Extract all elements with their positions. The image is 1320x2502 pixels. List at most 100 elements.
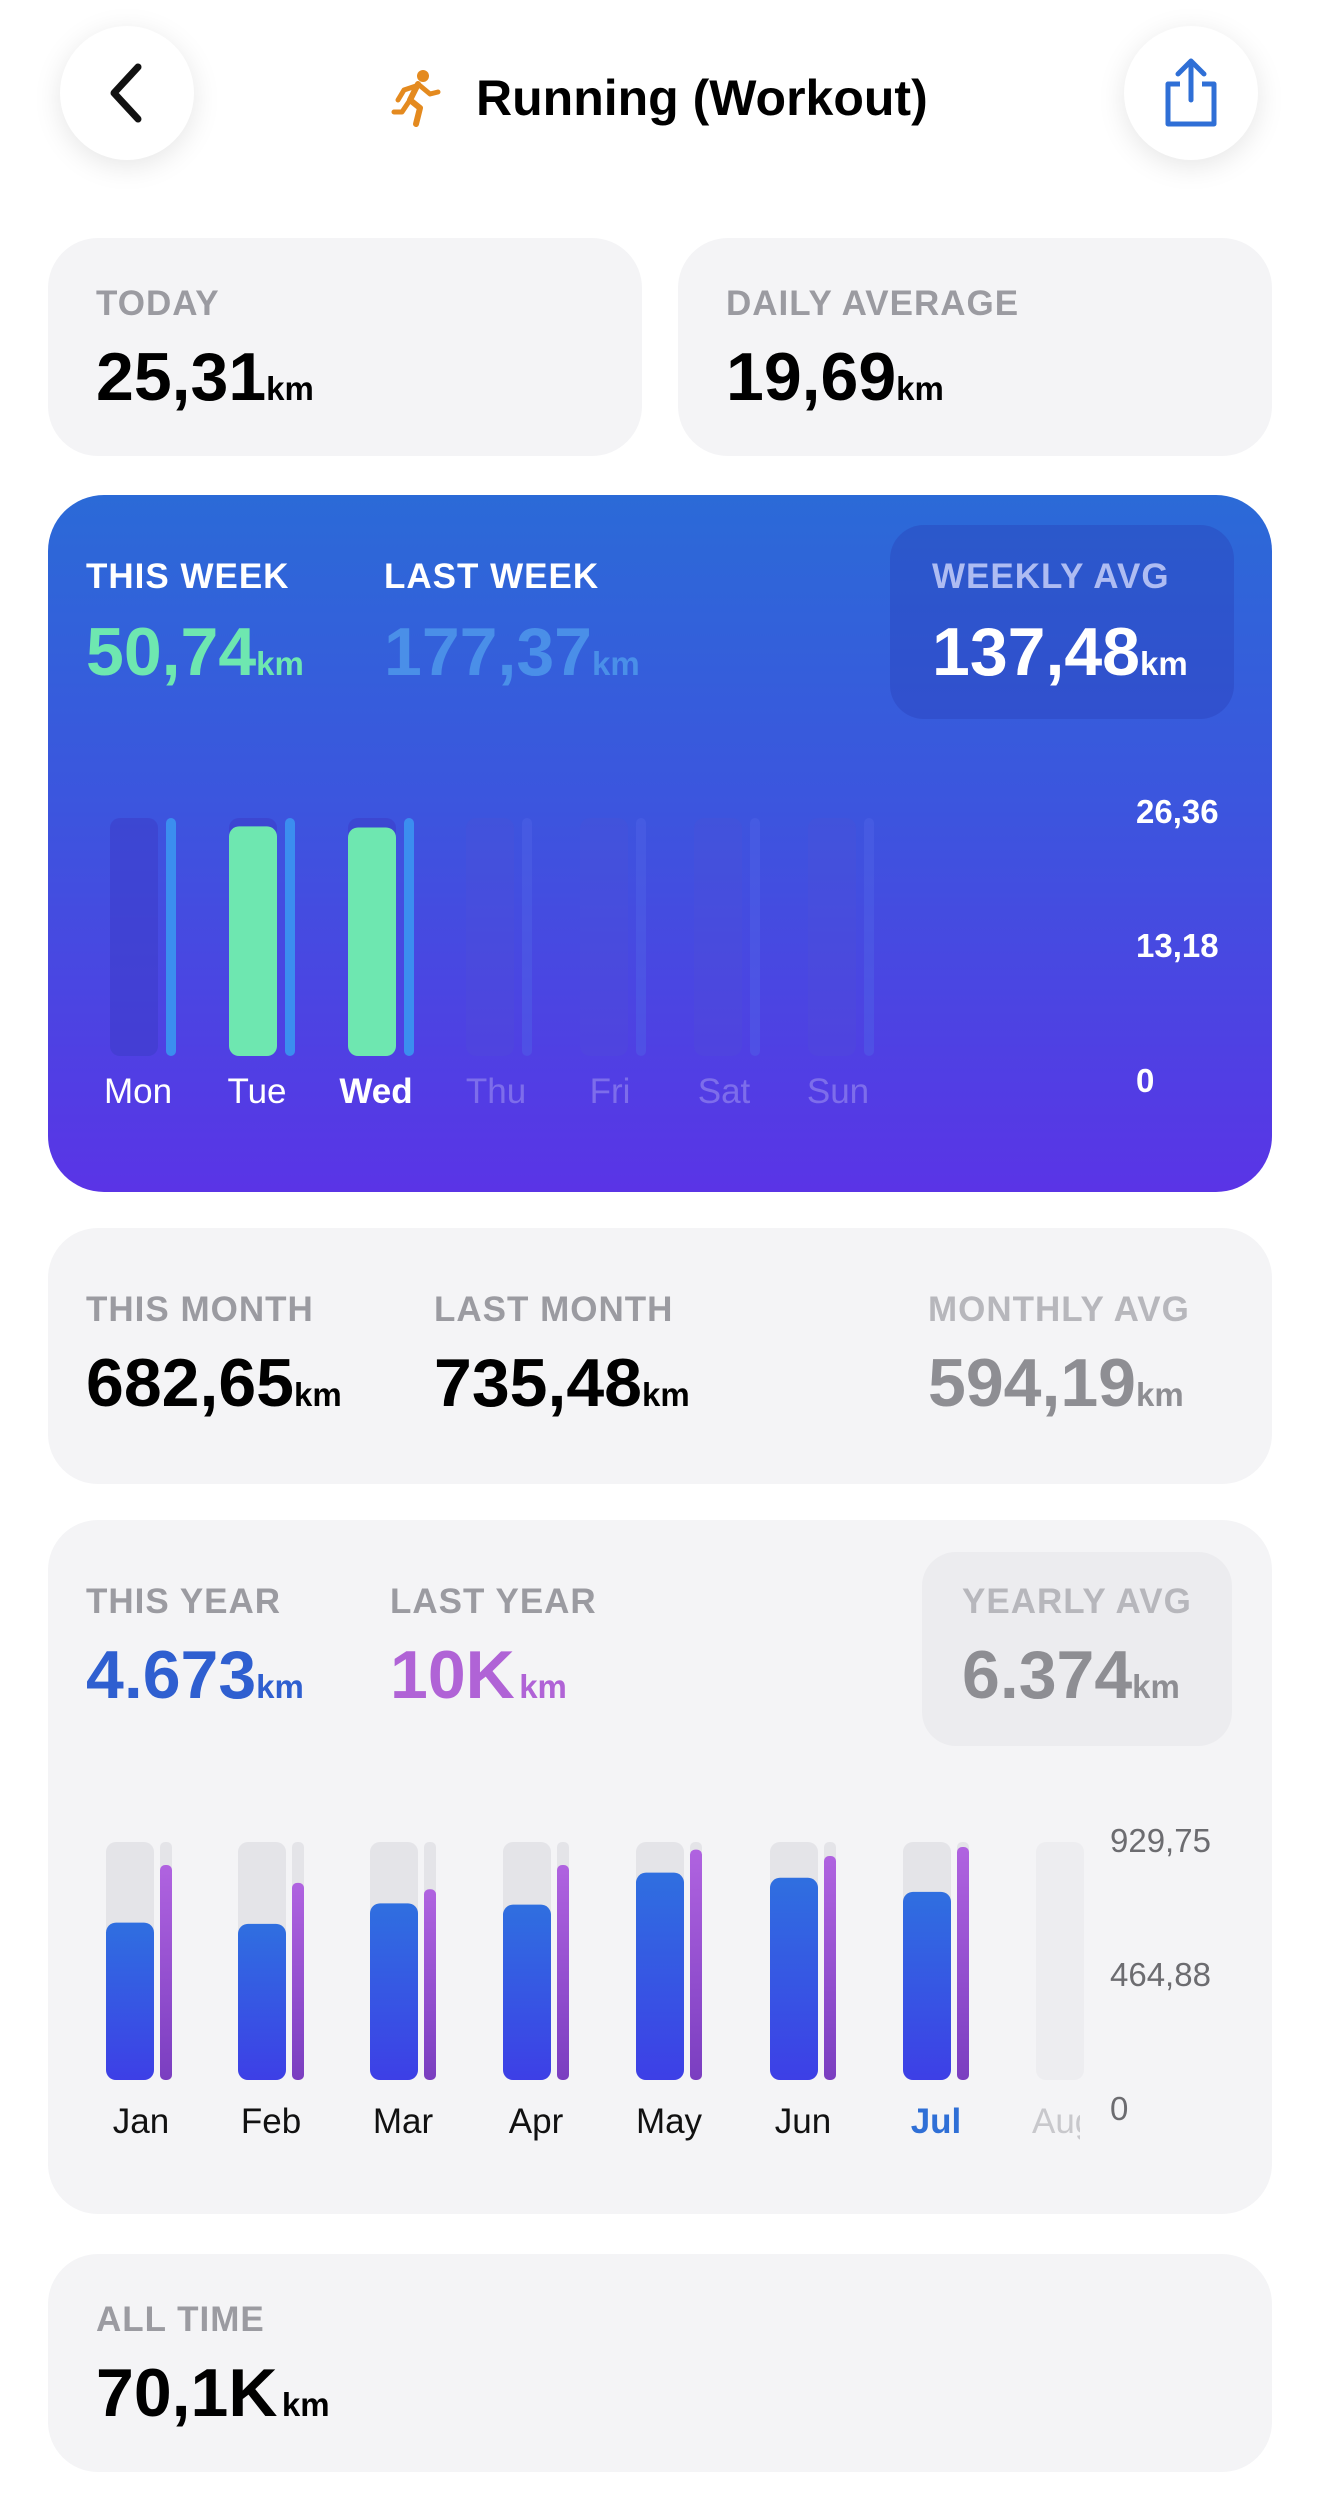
last-year-bar bbox=[160, 1864, 172, 2080]
last-year-bar bbox=[557, 1864, 569, 2080]
this-week-bar bbox=[229, 826, 277, 1056]
day-label-wed[interactable]: Wed bbox=[339, 1072, 413, 1111]
monthly-avg-number: 594,19 bbox=[928, 1345, 1136, 1421]
week-axis-mid: 13,18 bbox=[1136, 927, 1219, 964]
last-month-value: 735,48km bbox=[434, 1344, 690, 1422]
yearly-avg-unit: km bbox=[1132, 1668, 1180, 1705]
this-year-unit: km bbox=[256, 1668, 304, 1705]
daily-average-card: DAILY AVERAGE 19,69km bbox=[678, 238, 1272, 456]
this-week-bar bbox=[348, 827, 396, 1056]
last-week-bar bbox=[166, 818, 176, 1056]
all-time-unit: km bbox=[281, 2386, 330, 2423]
this-year-bar bbox=[503, 1904, 551, 2080]
monthly-avg-label: MONTHLY AVG bbox=[928, 1290, 1190, 1329]
last-year-unit: km bbox=[519, 1668, 567, 1705]
this-month-value: 682,65km bbox=[86, 1344, 342, 1422]
all-time-value: 70,1K km bbox=[96, 2354, 330, 2432]
this-year-label: THIS YEAR bbox=[86, 1582, 282, 1621]
weekly-avg-number: 137,48 bbox=[932, 614, 1140, 690]
last-year-bar bbox=[824, 1856, 836, 2080]
last-week-bar bbox=[404, 818, 414, 1056]
this-week-unit: km bbox=[256, 645, 304, 682]
weekly-avg-box: WEEKLY AVG 137,48km bbox=[890, 525, 1234, 719]
last-month-unit: km bbox=[641, 1376, 690, 1413]
week-card: THIS WEEK 50,74km LAST WEEK 177,37km WEE… bbox=[48, 495, 1272, 1192]
last-week-bar bbox=[522, 818, 532, 1056]
last-week-bar bbox=[285, 818, 295, 1056]
today-label: TODAY bbox=[96, 284, 220, 323]
last-year-value: 10K km bbox=[390, 1636, 567, 1714]
this-year-bar bbox=[636, 1872, 684, 2080]
today-number: 25,31 bbox=[96, 339, 267, 415]
last-year-bar bbox=[690, 1849, 702, 2080]
day-label-sat[interactable]: Sat bbox=[697, 1072, 751, 1111]
last-year-bar bbox=[424, 1889, 436, 2080]
week-bar-track bbox=[110, 818, 158, 1056]
all-time-card: ALL TIME 70,1K km bbox=[48, 2254, 1272, 2472]
week-bar-track bbox=[580, 818, 628, 1056]
month-bar-track bbox=[1036, 1842, 1084, 2080]
last-week-number: 177,37 bbox=[384, 614, 592, 690]
last-week-bar bbox=[636, 818, 646, 1056]
last-month-label: LAST MONTH bbox=[434, 1290, 674, 1329]
daily-average-number: 19,69 bbox=[726, 339, 897, 415]
day-label-mon[interactable]: Mon bbox=[103, 1072, 173, 1111]
week-bar-track bbox=[466, 818, 514, 1056]
this-year-bar bbox=[238, 1923, 286, 2080]
yearly-avg-label: YEARLY AVG bbox=[962, 1582, 1192, 1621]
day-label-sun[interactable]: Sun bbox=[806, 1072, 870, 1111]
daily-average-unit: km bbox=[896, 370, 944, 407]
last-year-label: LAST YEAR bbox=[390, 1582, 597, 1621]
weekly-chart bbox=[110, 818, 874, 1056]
this-week-number: 50,74 bbox=[86, 614, 257, 690]
last-week-bar bbox=[750, 818, 760, 1056]
month-label-apr[interactable]: Apr bbox=[508, 2102, 564, 2141]
week-axis-max: 26,36 bbox=[1136, 793, 1219, 830]
this-week-value: 50,74km bbox=[86, 613, 304, 691]
week-bar-track bbox=[808, 818, 856, 1056]
month-label-feb[interactable]: Feb bbox=[240, 2102, 302, 2141]
today-value: 25,31km bbox=[96, 338, 314, 416]
month-card: THIS MONTH 682,65km LAST MONTH 735,48km … bbox=[48, 1228, 1272, 1484]
last-year-number: 10K bbox=[390, 1637, 515, 1713]
monthly-avg-value: 594,19km bbox=[928, 1344, 1184, 1422]
this-year-bar bbox=[106, 1922, 154, 2080]
this-year-bar bbox=[370, 1903, 418, 2080]
this-year-bar bbox=[903, 1891, 951, 2080]
last-week-unit: km bbox=[591, 645, 640, 682]
daily-average-label: DAILY AVERAGE bbox=[726, 284, 1020, 323]
day-label-fri[interactable]: Fri bbox=[589, 1072, 631, 1111]
this-month-label: THIS MONTH bbox=[86, 1290, 314, 1329]
running-figure-icon bbox=[391, 70, 441, 127]
last-week-label: LAST WEEK bbox=[384, 557, 600, 596]
month-label-aug[interactable]: Aug bbox=[1032, 2102, 1080, 2141]
weekly-avg-value: 137,48km bbox=[932, 613, 1188, 691]
week-bar-track bbox=[694, 818, 742, 1056]
year-axis-zero: 0 bbox=[1110, 2090, 1129, 2127]
this-year-bar bbox=[770, 1877, 818, 2080]
month-label-mar[interactable]: Mar bbox=[372, 2102, 434, 2141]
month-label-may[interactable]: May bbox=[635, 2102, 703, 2141]
monthly-chart bbox=[106, 1842, 1084, 2080]
this-month-unit: km bbox=[293, 1376, 342, 1413]
day-label-tue[interactable]: Tue bbox=[227, 1072, 287, 1111]
month-label-jul[interactable]: Jul bbox=[910, 2102, 962, 2141]
share-button[interactable] bbox=[1124, 26, 1258, 160]
monthly-avg-unit: km bbox=[1135, 1376, 1184, 1413]
last-week-bar bbox=[864, 818, 874, 1056]
today-unit: km bbox=[266, 370, 314, 407]
last-year-bar bbox=[292, 1882, 304, 2080]
all-time-number: 70,1K bbox=[96, 2355, 278, 2431]
this-week-label: THIS WEEK bbox=[86, 557, 290, 596]
yearly-avg-value: 6.374km bbox=[962, 1636, 1180, 1714]
month-label-jun[interactable]: Jun bbox=[774, 2102, 832, 2141]
this-year-value: 4.673km bbox=[86, 1636, 304, 1714]
yearly-avg-number: 6.374 bbox=[962, 1637, 1133, 1713]
month-label-jan[interactable]: Jan bbox=[112, 2102, 170, 2141]
back-button[interactable] bbox=[60, 26, 194, 160]
title-text: Running (Workout) bbox=[476, 70, 928, 126]
day-label-thu[interactable]: Thu bbox=[465, 1072, 527, 1111]
daily-average-value: 19,69km bbox=[726, 338, 944, 416]
yearly-avg-box: YEARLY AVG 6.374km bbox=[922, 1552, 1232, 1746]
weekly-avg-label: WEEKLY AVG bbox=[932, 557, 1170, 596]
